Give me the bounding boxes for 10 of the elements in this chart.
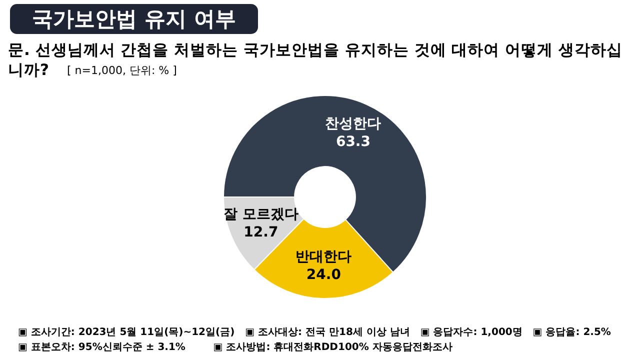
text: ▣ 조사기간: 2023년 5월 11일(목)~12일(금) ▣ 조사대상: 전국 만18세 이상 남녀 ▣ 응답자수: 1,000명 ▣ 응답율: 2.5% xyxy=(18,327,611,338)
data-label: 12.7 xyxy=(244,224,278,241)
data-label: 24.0 xyxy=(306,267,342,284)
chart-title: 국가보안법 유지 여부 xyxy=(10,4,258,34)
slice-label: 반대한다 xyxy=(296,249,352,266)
text: ▣ 표본오차: 95%신뢰수준 ± 3.1% ▣ 조사방법: 휴대전화RDD100% 자동응답전화조사 xyxy=(18,342,452,353)
slice-label: 잘 모르겠다 xyxy=(223,206,298,223)
data-label: 63.3 xyxy=(336,134,370,150)
slice-label: 찬성한다 xyxy=(325,116,382,132)
text: [ n=1,000, 단위: % ] xyxy=(67,64,177,77)
